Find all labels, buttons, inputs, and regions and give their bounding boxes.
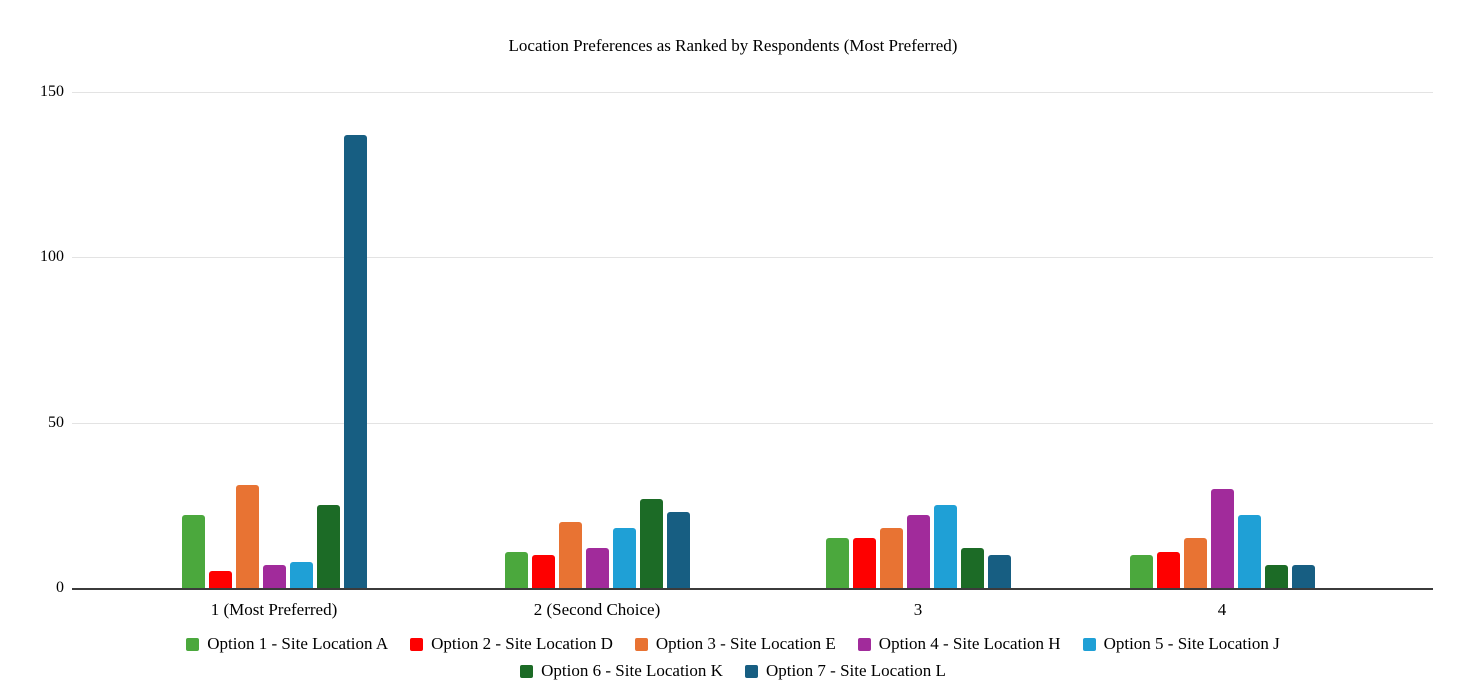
bar-series6-cat2: [639, 498, 663, 588]
bar-series2-cat2: [531, 554, 555, 588]
legend-item: Option 2 - Site Location D: [410, 634, 613, 654]
legend-item: Option 6 - Site Location K: [520, 661, 723, 681]
bar-series5-cat1: [289, 561, 313, 588]
legend-label: Option 3 - Site Location E: [655, 634, 836, 653]
bar-series6-cat1: [316, 505, 340, 588]
bar-series1-cat4: [1129, 554, 1153, 588]
legend-item: Option 3 - Site Location E: [634, 634, 836, 654]
bar-series5-cat2: [612, 528, 636, 588]
legend-label: Option 1 - Site Location A: [207, 634, 389, 653]
bar-series1-cat2: [504, 551, 528, 588]
legend-item: Option 5 - Site Location J: [1082, 634, 1280, 654]
x-axis-label: 4: [1217, 600, 1227, 619]
bar-series5-cat3: [933, 505, 957, 588]
legend-label: Option 4 - Site Location H: [878, 634, 1061, 653]
bar-series7-cat2: [666, 511, 690, 588]
y-tick-label: 150: [40, 83, 64, 100]
bar-series2-cat4: [1156, 551, 1180, 588]
bar-series7-cat1: [343, 134, 367, 588]
bar-series3-cat4: [1183, 538, 1207, 588]
gridline: [72, 422, 1433, 424]
x-axis-line: [72, 588, 1433, 590]
legend-label: Option 2 - Site Location D: [431, 634, 613, 653]
bar-series6-cat3: [960, 548, 984, 588]
legend-item: Option 7 - Site Location L: [744, 661, 946, 681]
gridline: [72, 257, 1433, 259]
x-axis-label: 1 (Most Preferred): [210, 600, 338, 619]
bar-series3-cat2: [558, 521, 582, 588]
legend-swatch: [520, 664, 534, 678]
bar-series5-cat4: [1237, 515, 1261, 588]
chart-title: Location Preferences as Ranked by Respon…: [508, 36, 958, 55]
bar-series4-cat2: [585, 548, 609, 588]
bar-series1-cat3: [825, 538, 849, 588]
legend-swatch: [1082, 637, 1096, 651]
bar-series1-cat1: [181, 515, 205, 588]
legend-label: Option 5 - Site Location J: [1103, 634, 1280, 653]
legend-row: Option 6 - Site Location K Option 7 - Sit…: [0, 661, 1466, 681]
legend-swatch: [410, 637, 424, 651]
bar-series3-cat1: [235, 485, 259, 588]
x-axis-label: 2 (Second Choice): [533, 600, 661, 619]
bar-series4-cat4: [1210, 488, 1234, 588]
legend-item: Option 4 - Site Location H: [857, 634, 1061, 654]
legend-label: Option 6 - Site Location K: [541, 661, 723, 680]
bar-series6-cat4: [1264, 564, 1288, 588]
bar-series7-cat4: [1291, 564, 1315, 588]
legend-swatch: [857, 637, 871, 651]
bar-series2-cat3: [852, 538, 876, 588]
bar-series4-cat1: [262, 564, 286, 588]
bar-series3-cat3: [879, 528, 903, 588]
y-tick-label: 50: [48, 413, 64, 431]
legend-item: Option 1 - Site Location A: [186, 634, 388, 654]
x-axis-label: 3: [913, 600, 923, 619]
legend-swatch: [186, 637, 200, 651]
legend-label: Option 7 - Site Location L: [765, 661, 946, 680]
legend: Option 1 - Site Location A Option 2 - Sit…: [0, 634, 1466, 688]
bar-series2-cat1: [208, 571, 232, 588]
bar-series4-cat3: [906, 515, 930, 588]
legend-swatch: [744, 664, 758, 678]
gridline: [72, 92, 1433, 93]
y-tick-label: 100: [40, 248, 64, 266]
y-tick-label: 0: [56, 579, 64, 596]
legend-row: Option 1 - Site Location A Option 2 - Sit…: [0, 634, 1466, 654]
legend-swatch: [634, 637, 648, 651]
bar-series7-cat3: [987, 554, 1011, 588]
